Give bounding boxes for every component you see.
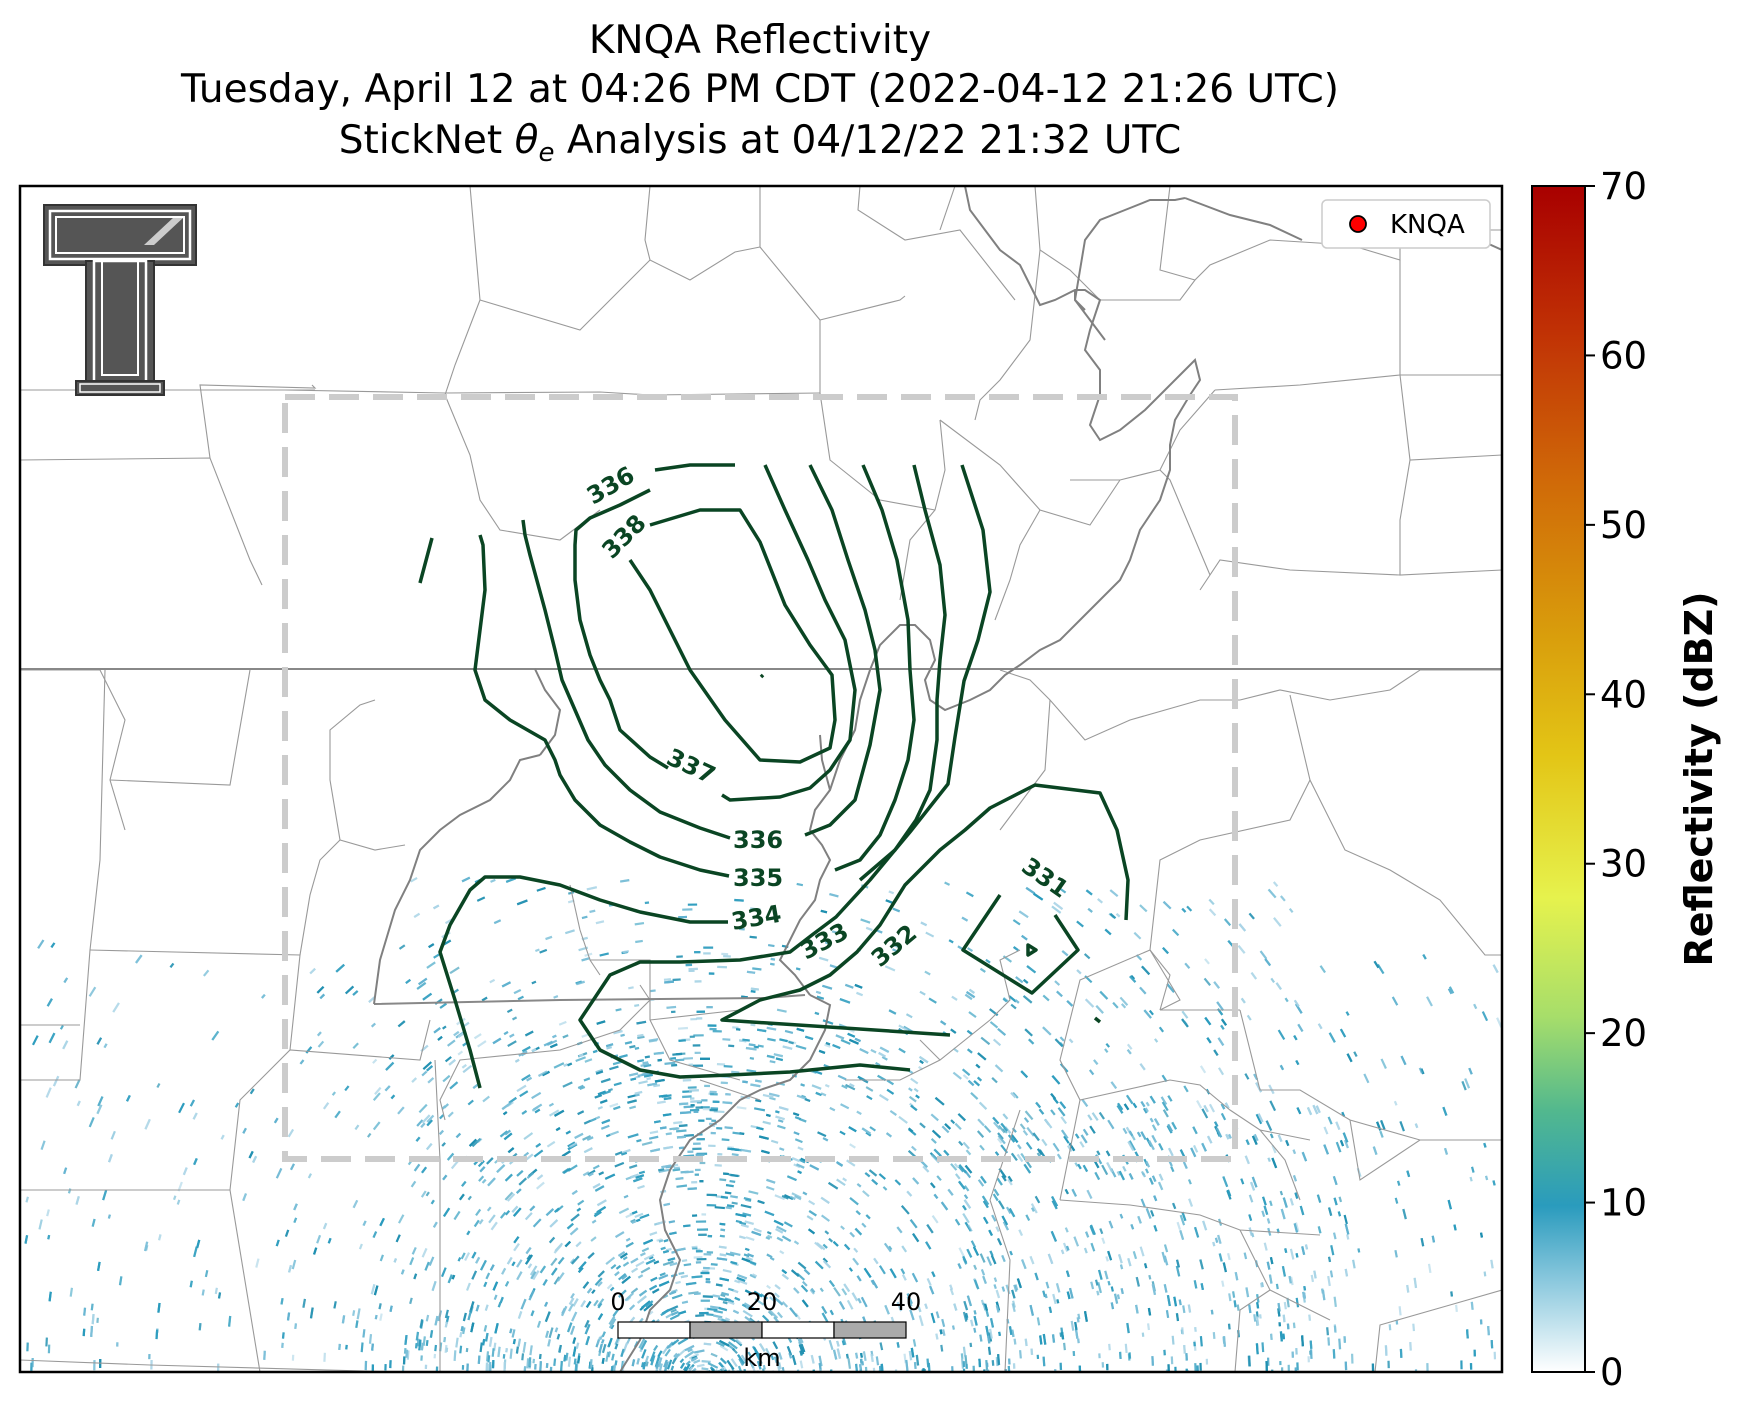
colorbar-tick-label: 0 [1600, 1351, 1624, 1394]
contour-334-left [438, 875, 728, 1089]
colorbar: 0 10 20 30 40 50 60 70 Reflectivity (dBZ) [1531, 165, 1721, 1394]
legend: KNQA [1321, 199, 1491, 249]
colorbar-tick-label: 10 [1600, 1182, 1647, 1225]
contour-336-top [654, 463, 735, 472]
analysis-domain-box [282, 394, 1238, 1162]
contour-336-left [521, 519, 731, 840]
map-frame [18, 184, 1504, 1374]
contour-335-left [473, 534, 730, 878]
title-line-3: StickNet θe Analysis at 04/12/22 21:32 U… [339, 118, 1181, 168]
scale-bar: 0 20 40 km [610, 1288, 921, 1372]
contour-336 [804, 464, 882, 837]
figure-title: KNQA Reflectivity Tuesday, April 12 at 0… [180, 18, 1339, 168]
knqa-marker-icon [1349, 215, 1367, 233]
scale-tick-40: 40 [891, 1288, 922, 1316]
contour-334 [858, 464, 947, 882]
texas-tech-logo [43, 204, 197, 396]
colorbar-tick-label: 50 [1600, 504, 1647, 547]
colorbar-label: Reflectivity (dBZ) [1677, 591, 1721, 966]
scale-tick-20: 20 [747, 1288, 778, 1316]
contour-point [759, 673, 765, 679]
colorbar-tick-label: 60 [1600, 334, 1647, 377]
contour-338 [628, 508, 837, 764]
colorbar-tick-label: 40 [1600, 673, 1647, 716]
colorbar-gradient [1531, 185, 1586, 1373]
colorbar-ticks: 0 10 20 30 40 50 60 70 [1585, 165, 1647, 1394]
contour-331-inner [1026, 943, 1038, 957]
colorbar-tick-label: 70 [1600, 165, 1647, 208]
title-line-2: Tuesday, April 12 at 04:26 PM CDT (2022-… [180, 67, 1339, 112]
rivers [373, 186, 1502, 1372]
scale-tick-0: 0 [610, 1288, 625, 1316]
contour-331 [961, 894, 1080, 995]
contour-335 [834, 464, 916, 872]
theta-e-contours [418, 463, 1130, 1089]
contour-333 [578, 464, 992, 1079]
colorbar-tick-label: 30 [1600, 843, 1647, 886]
contour-337-left [573, 488, 669, 770]
contour-332 [720, 783, 1130, 1037]
scale-unit: km [743, 1344, 780, 1372]
contour-left-stub [418, 537, 434, 584]
title-line-1: KNQA Reflectivity [589, 18, 931, 63]
contour-337 [721, 464, 857, 802]
contour-label-336: 336 [733, 826, 783, 854]
map-panel: 336 338 337 336 335 334 333 332 331 0 20… [20, 186, 1502, 1372]
contour-label-335: 335 [733, 864, 783, 892]
contour-right-stub [1093, 1016, 1102, 1024]
colorbar-tick-label: 20 [1600, 1012, 1647, 1055]
state-boundaries [20, 668, 1502, 1005]
legend-label: KNQA [1390, 210, 1465, 240]
